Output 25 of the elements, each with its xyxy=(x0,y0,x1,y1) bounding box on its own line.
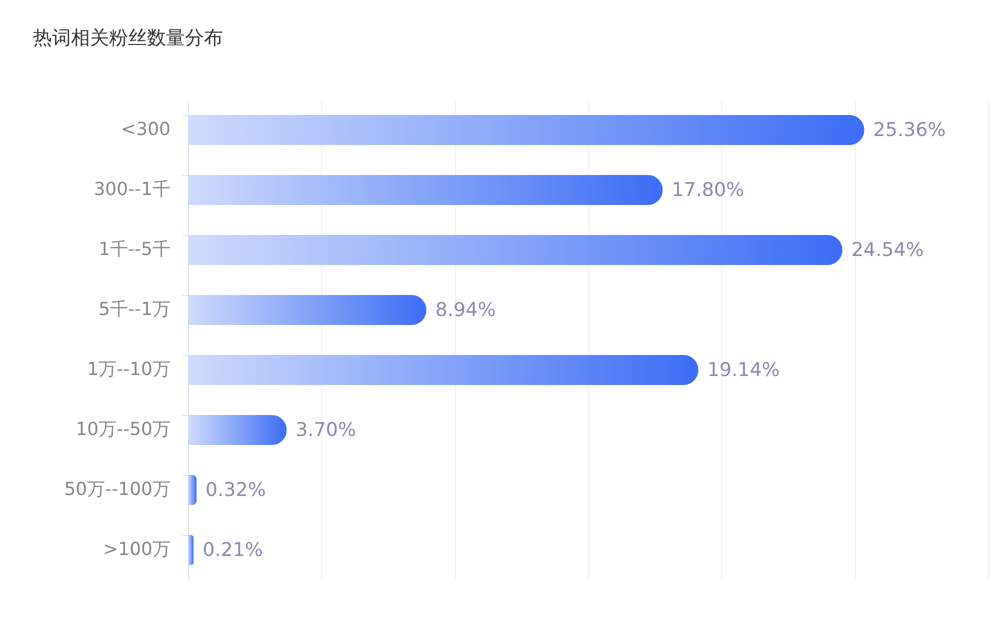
data-label: 3.70% xyxy=(296,419,356,441)
bar xyxy=(188,115,864,145)
data-label: 8.94% xyxy=(435,299,496,321)
data-label: 0.32% xyxy=(206,479,266,501)
data-label: 25.36% xyxy=(873,119,946,141)
y-tick-label: 10万--50万 xyxy=(76,419,170,440)
data-label: 0.21% xyxy=(202,539,263,561)
bar xyxy=(188,175,663,205)
bar xyxy=(188,355,698,385)
data-label: 24.54% xyxy=(851,239,924,261)
y-tick-label: <300 xyxy=(121,119,170,140)
data-label: 19.14% xyxy=(707,359,780,381)
bar xyxy=(188,535,194,565)
bar xyxy=(188,295,426,325)
bar xyxy=(188,475,197,505)
bar xyxy=(188,415,287,445)
y-tick-label: 1千--5千 xyxy=(98,239,170,260)
chart-title: 热词相关粉丝数量分布 xyxy=(33,27,223,49)
data-label: 17.80% xyxy=(672,179,744,201)
y-tick-label: 5千--1万 xyxy=(98,299,170,320)
y-tick-label: 1万--10万 xyxy=(87,359,170,380)
bar xyxy=(188,235,842,265)
y-tick-label: 50万--100万 xyxy=(64,479,170,500)
y-tick-label: 300--1千 xyxy=(94,179,170,200)
y-tick-label: >100万 xyxy=(103,539,170,560)
